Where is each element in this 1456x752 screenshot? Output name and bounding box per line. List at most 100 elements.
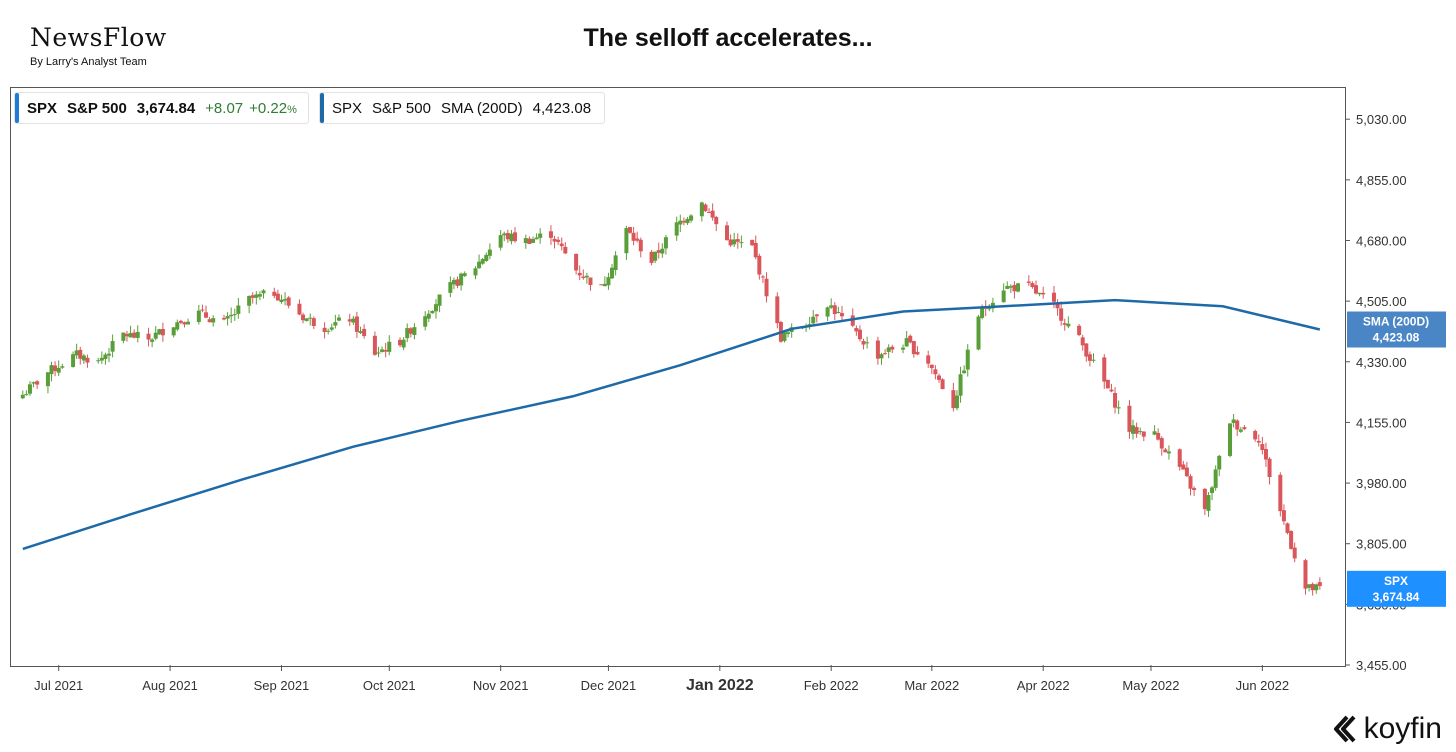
legend-sma[interactable]: SPX S&P 500 SMA (200D) 4,423.08 — [319, 92, 605, 124]
candle-body — [857, 329, 862, 340]
candle-body — [735, 239, 740, 242]
candle-body — [1242, 427, 1247, 430]
candle-body — [760, 276, 765, 278]
legend-change: +8.07 — [205, 99, 244, 117]
candle-body — [584, 275, 589, 278]
candle-body — [854, 328, 859, 332]
candle-body — [829, 305, 834, 308]
candle-body — [297, 303, 302, 315]
candle-body — [538, 233, 543, 238]
candle-body — [965, 349, 970, 370]
candle-body — [814, 314, 819, 317]
candle-body — [1303, 560, 1308, 589]
candle-body — [128, 333, 133, 338]
candle-body — [865, 342, 870, 344]
candle-body — [513, 232, 518, 242]
candle-body — [861, 340, 866, 345]
candle-body — [484, 254, 489, 261]
candle-body — [221, 318, 226, 320]
candle-body — [1310, 583, 1315, 591]
candle-body — [487, 249, 492, 256]
candle-body — [559, 243, 564, 247]
candle-body — [358, 331, 363, 333]
candle-body — [649, 251, 654, 263]
candle-body — [257, 294, 262, 297]
y-tick-label: 4,505.00 — [1356, 294, 1407, 309]
candle-body — [124, 333, 129, 337]
candle-body — [786, 332, 791, 335]
candle-body — [911, 341, 916, 355]
candle-body — [272, 291, 277, 296]
candle-body — [879, 354, 884, 359]
candle-body — [1059, 308, 1064, 321]
candle-body — [56, 367, 61, 373]
candle-body — [875, 340, 880, 359]
candle-body — [530, 239, 535, 243]
candle-body — [27, 384, 32, 394]
candle-body — [635, 238, 640, 241]
candle-body — [286, 297, 291, 306]
candle-body — [196, 310, 201, 323]
candle-body — [1181, 464, 1186, 470]
candle-body — [980, 307, 985, 318]
candle-body — [707, 212, 712, 214]
candle-body — [890, 346, 895, 350]
candle-body — [380, 349, 385, 352]
candle-body — [574, 253, 579, 271]
candle-body — [354, 316, 359, 332]
candle-body — [398, 339, 403, 346]
candle-body — [99, 357, 104, 361]
candle-body — [1116, 407, 1121, 409]
candle-body — [211, 318, 216, 323]
sma-200d-line — [22, 298, 1321, 551]
candle-body — [96, 360, 101, 362]
candle-body — [933, 369, 938, 375]
x-tick-label: Jun 2022 — [1236, 678, 1290, 693]
candle-body — [437, 294, 442, 306]
candle-body — [1192, 488, 1197, 491]
candle-body — [426, 313, 431, 319]
candle-body — [1084, 343, 1089, 357]
candle-body — [631, 232, 636, 241]
legend-spx[interactable]: SPX S&P 500 3,674.84 +8.07 +0.22% — [14, 92, 309, 124]
candle-body — [455, 279, 460, 286]
candle-body — [250, 295, 255, 298]
candle-body — [1238, 429, 1243, 432]
candle-body — [322, 327, 327, 332]
candle-body — [901, 347, 906, 350]
candle-body — [1177, 449, 1182, 467]
chart-frame[interactable] — [10, 87, 1346, 667]
legend-change-pct-value: +0.22 — [249, 99, 288, 117]
legend-name: S&P 500 — [372, 99, 431, 117]
candle-body — [962, 370, 967, 374]
candle-body — [498, 235, 503, 248]
candle-body — [552, 238, 557, 242]
x-tick-label: Sep 2021 — [254, 678, 310, 693]
candle-body — [1127, 405, 1132, 432]
candle-body — [1285, 523, 1290, 533]
candle-body — [1206, 495, 1211, 511]
candle-body — [915, 351, 920, 355]
candle-body — [1109, 389, 1114, 392]
candle-body — [775, 296, 780, 324]
candle-body — [1105, 379, 1110, 389]
candle-body — [1260, 444, 1265, 450]
candle-body — [610, 267, 615, 279]
candle-body — [308, 317, 313, 319]
candle-body — [663, 237, 668, 249]
candle-body — [333, 322, 338, 326]
candle-body — [886, 347, 891, 352]
candle-body — [304, 318, 309, 322]
candle-body — [1030, 283, 1035, 288]
y-tick-label: 4,680.00 — [1356, 233, 1407, 248]
y-tick-label: 4,855.00 — [1356, 173, 1407, 188]
candle-body — [1141, 431, 1146, 437]
candle-body — [1267, 458, 1272, 478]
candle-body — [1008, 286, 1013, 288]
candle-body — [685, 218, 690, 224]
candle-body — [577, 272, 582, 276]
y-tick-label: 3,980.00 — [1356, 476, 1407, 491]
sma-value-label-box — [1347, 311, 1446, 348]
y-tick-label: 4,155.00 — [1356, 415, 1407, 430]
